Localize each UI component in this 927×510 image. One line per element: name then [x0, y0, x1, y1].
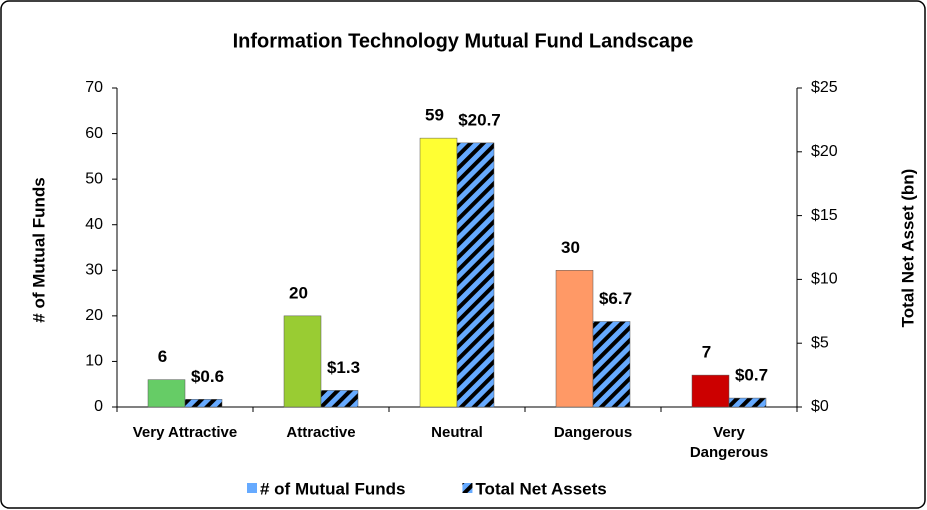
y2-tick-label: $5	[811, 334, 829, 351]
data-label: $1.3	[327, 358, 360, 377]
y-tick-label: 60	[85, 125, 103, 142]
legend-swatch	[462, 483, 473, 493]
data-label: 59	[425, 106, 444, 125]
bar	[456, 142, 495, 408]
data-label: $0.6	[191, 367, 224, 386]
data-label: $6.7	[599, 289, 632, 308]
x-tick-label: Attractive	[286, 424, 356, 441]
y-axis-label: # of Mutual Funds	[29, 177, 48, 322]
bar	[184, 399, 223, 408]
data-label: 30	[561, 238, 580, 257]
y-tick-label: 20	[85, 307, 103, 324]
bar	[419, 137, 458, 408]
y-tick-label: 30	[85, 262, 103, 279]
legend-label: Total Net Assets	[475, 479, 606, 498]
legend-swatch	[247, 483, 257, 493]
x-tick-label: Very Dangerous	[689, 424, 769, 461]
bar	[728, 397, 767, 408]
y2-tick-label: $15	[811, 207, 838, 224]
x-tick-label: Dangerous	[553, 424, 633, 441]
y2-tick-label: $25	[811, 79, 838, 96]
y2-tick-label: $10	[811, 271, 838, 288]
y-tick-label: 10	[85, 353, 103, 370]
y2-tick-label: $20	[811, 143, 838, 160]
y-tick-label: 0	[94, 398, 103, 415]
bar	[283, 315, 322, 408]
bar	[147, 379, 186, 408]
legend-label: # of Mutual Funds	[260, 479, 405, 498]
x-tick-label: Very Attractive	[132, 424, 238, 441]
chart-title: Information Technology Mutual Fund Lands…	[233, 30, 694, 52]
data-label: $20.7	[458, 110, 501, 129]
bar	[592, 321, 631, 408]
bar	[555, 270, 594, 408]
data-label: $0.7	[735, 366, 768, 385]
bar	[691, 374, 730, 408]
bar	[320, 390, 359, 408]
x-tick-label: Neutral	[431, 424, 483, 441]
y2-tick-label: $0	[811, 398, 829, 415]
data-label: 7	[702, 343, 711, 362]
data-label: 6	[158, 347, 167, 366]
y-tick-label: 70	[85, 79, 103, 96]
data-label: 20	[289, 283, 308, 302]
y-tick-label: 50	[85, 170, 103, 187]
y2-axis-label: Total Net Asset (bn)	[898, 169, 917, 328]
y-tick-label: 40	[85, 216, 103, 233]
